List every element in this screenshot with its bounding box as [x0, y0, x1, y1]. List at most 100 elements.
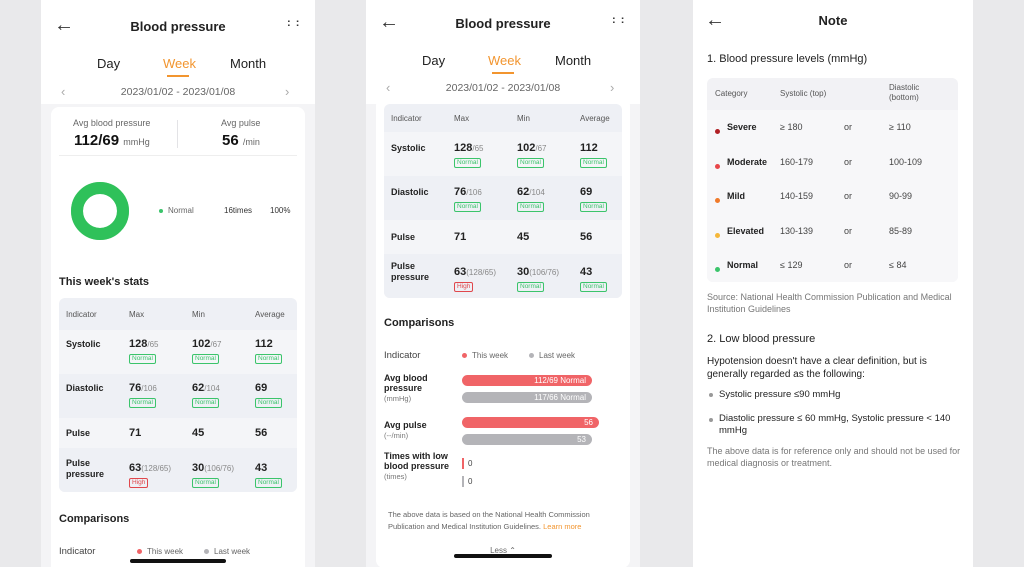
table-row — [384, 176, 622, 220]
tab-day[interactable]: Day — [97, 56, 121, 71]
header-area — [366, 0, 640, 104]
back-arrow-icon[interactable]: ← — [54, 14, 74, 36]
col-diastolic: Diastolic (bottom) — [889, 83, 920, 102]
table-row — [384, 254, 622, 298]
bar-this-week-avg-pulse: 56 — [462, 417, 599, 428]
more-grid-icon[interactable]: : : — [612, 14, 626, 26]
less-toggle[interactable]: Less ⌃ — [490, 546, 516, 555]
cell-max: 76/106 — [129, 382, 157, 394]
home-indicator[interactable] — [130, 559, 226, 563]
prev-period-icon[interactable]: ‹ — [61, 84, 66, 99]
cell-average: 56 — [255, 427, 268, 439]
tab-day[interactable]: Day — [422, 53, 446, 68]
cell-max: 71 — [454, 231, 467, 243]
col-min: Min — [192, 310, 205, 319]
divider — [59, 155, 297, 156]
level-systolic: 140-159 — [780, 191, 814, 201]
level-category: Mild — [727, 191, 745, 201]
cell-max: 71 — [129, 427, 142, 439]
tab-week[interactable]: Week — [488, 53, 521, 68]
cell-average: 43 — [580, 266, 593, 278]
bar-last-week-avg-bp: 117/66 Normal — [462, 392, 592, 403]
status-badge: Normal — [517, 158, 544, 168]
col-max: Max — [454, 114, 470, 123]
row-name-diastolic: Diastolic — [66, 383, 104, 393]
level-or: or — [844, 122, 853, 132]
status-badge: Normal — [192, 478, 219, 488]
cell-average: 69 — [255, 382, 268, 394]
level-or: or — [844, 260, 853, 270]
level-or: or — [844, 226, 853, 236]
table-row — [384, 220, 622, 254]
cmp-label-low-bp: Times with low blood pressure (times) — [384, 451, 450, 481]
level-category: Elevated — [727, 226, 765, 236]
section-title-levels: 1. Blood pressure levels (mmHg) — [707, 53, 868, 65]
level-systolic: ≥ 180 — [780, 122, 803, 132]
next-period-icon[interactable]: › — [610, 80, 615, 95]
table-row — [59, 374, 297, 418]
learn-more-link[interactable]: Learn more — [543, 522, 582, 531]
cell-min: 102/67 — [192, 338, 222, 350]
legend-this-week: This week — [462, 351, 508, 360]
row-name-systolic: Systolic — [391, 143, 426, 153]
comparisons-title: Comparisons — [384, 317, 455, 329]
bullet-icon — [709, 418, 713, 422]
bar-last-week-avg-pulse: 53 — [462, 434, 592, 445]
normal-dot-icon — [159, 208, 163, 213]
status-badge: Normal — [580, 282, 607, 292]
cell-average: 69 — [580, 186, 593, 198]
date-range: 2023/01/02 - 2023/01/08 — [120, 86, 236, 98]
level-category: Normal — [727, 260, 759, 270]
section-title-low-bp: 2. Low blood pressure — [707, 333, 816, 345]
indicator-label: Indicator — [59, 546, 96, 557]
prev-period-icon[interactable]: ‹ — [386, 80, 391, 95]
status-badge: Normal — [454, 158, 481, 168]
tab-month[interactable]: Month — [555, 53, 592, 68]
back-arrow-icon[interactable]: ← — [379, 11, 399, 33]
home-indicator[interactable] — [454, 554, 552, 558]
col-average: Average — [255, 310, 285, 319]
status-badge: Normal — [580, 202, 607, 212]
cell-max: 128/65 — [454, 142, 484, 154]
level-diastolic: ≤ 84 — [889, 260, 907, 270]
active-tab-indicator — [492, 72, 514, 74]
cell-average: 112 — [580, 142, 598, 154]
tab-month[interactable]: Month — [230, 56, 267, 71]
status-badge: High — [129, 478, 149, 488]
comparisons-title: Comparisons — [59, 513, 130, 525]
more-grid-icon[interactable]: : : — [287, 17, 301, 29]
cell-min: 62/104 — [517, 186, 545, 198]
level-diastolic: ≥ 110 — [889, 122, 911, 132]
level-diastolic: 100-109 — [889, 157, 923, 167]
status-badge: Normal — [192, 398, 219, 408]
status-badge: High — [454, 282, 474, 292]
next-period-icon[interactable]: › — [285, 84, 290, 99]
cell-min: 45 — [517, 231, 530, 243]
level-systolic: 130-139 — [780, 226, 814, 236]
dot-icon — [137, 549, 142, 555]
back-arrow-icon[interactable]: ← — [705, 9, 725, 31]
cell-max: 76/106 — [454, 186, 482, 198]
table-row — [59, 448, 297, 492]
level-diastolic: 90-99 — [889, 191, 913, 201]
dot-icon — [462, 353, 467, 359]
source-note: Source: National Health Commission Publi… — [707, 292, 952, 314]
avg-pulse-value: 56 /min — [222, 132, 260, 149]
stats-title: This week's stats — [59, 276, 150, 288]
tab-week[interactable]: Week — [163, 56, 196, 71]
status-badge: Normal — [129, 398, 156, 408]
cell-min: 62/104 — [192, 382, 220, 394]
bullet-systolic: Systolic pressure ≤90 mmHg — [719, 389, 841, 400]
cell-average: 56 — [580, 231, 593, 243]
screen-note: ← Note 1. Blood pressure levels (mmHg) C… — [693, 0, 973, 567]
header-area — [41, 0, 315, 104]
avg-bp-label: Avg blood pressure — [73, 118, 151, 128]
low-bp-intro: Hypotension doesn't have a clear definit… — [707, 356, 927, 380]
level-or: or — [844, 191, 853, 201]
cell-max: 63(128/65) — [454, 266, 497, 278]
dot-icon — [529, 353, 534, 359]
chevron-up-icon: ⌃ — [509, 546, 516, 555]
status-badge: Normal — [192, 354, 219, 364]
level-category: Severe — [727, 122, 757, 132]
status-badge: Normal — [580, 158, 607, 168]
